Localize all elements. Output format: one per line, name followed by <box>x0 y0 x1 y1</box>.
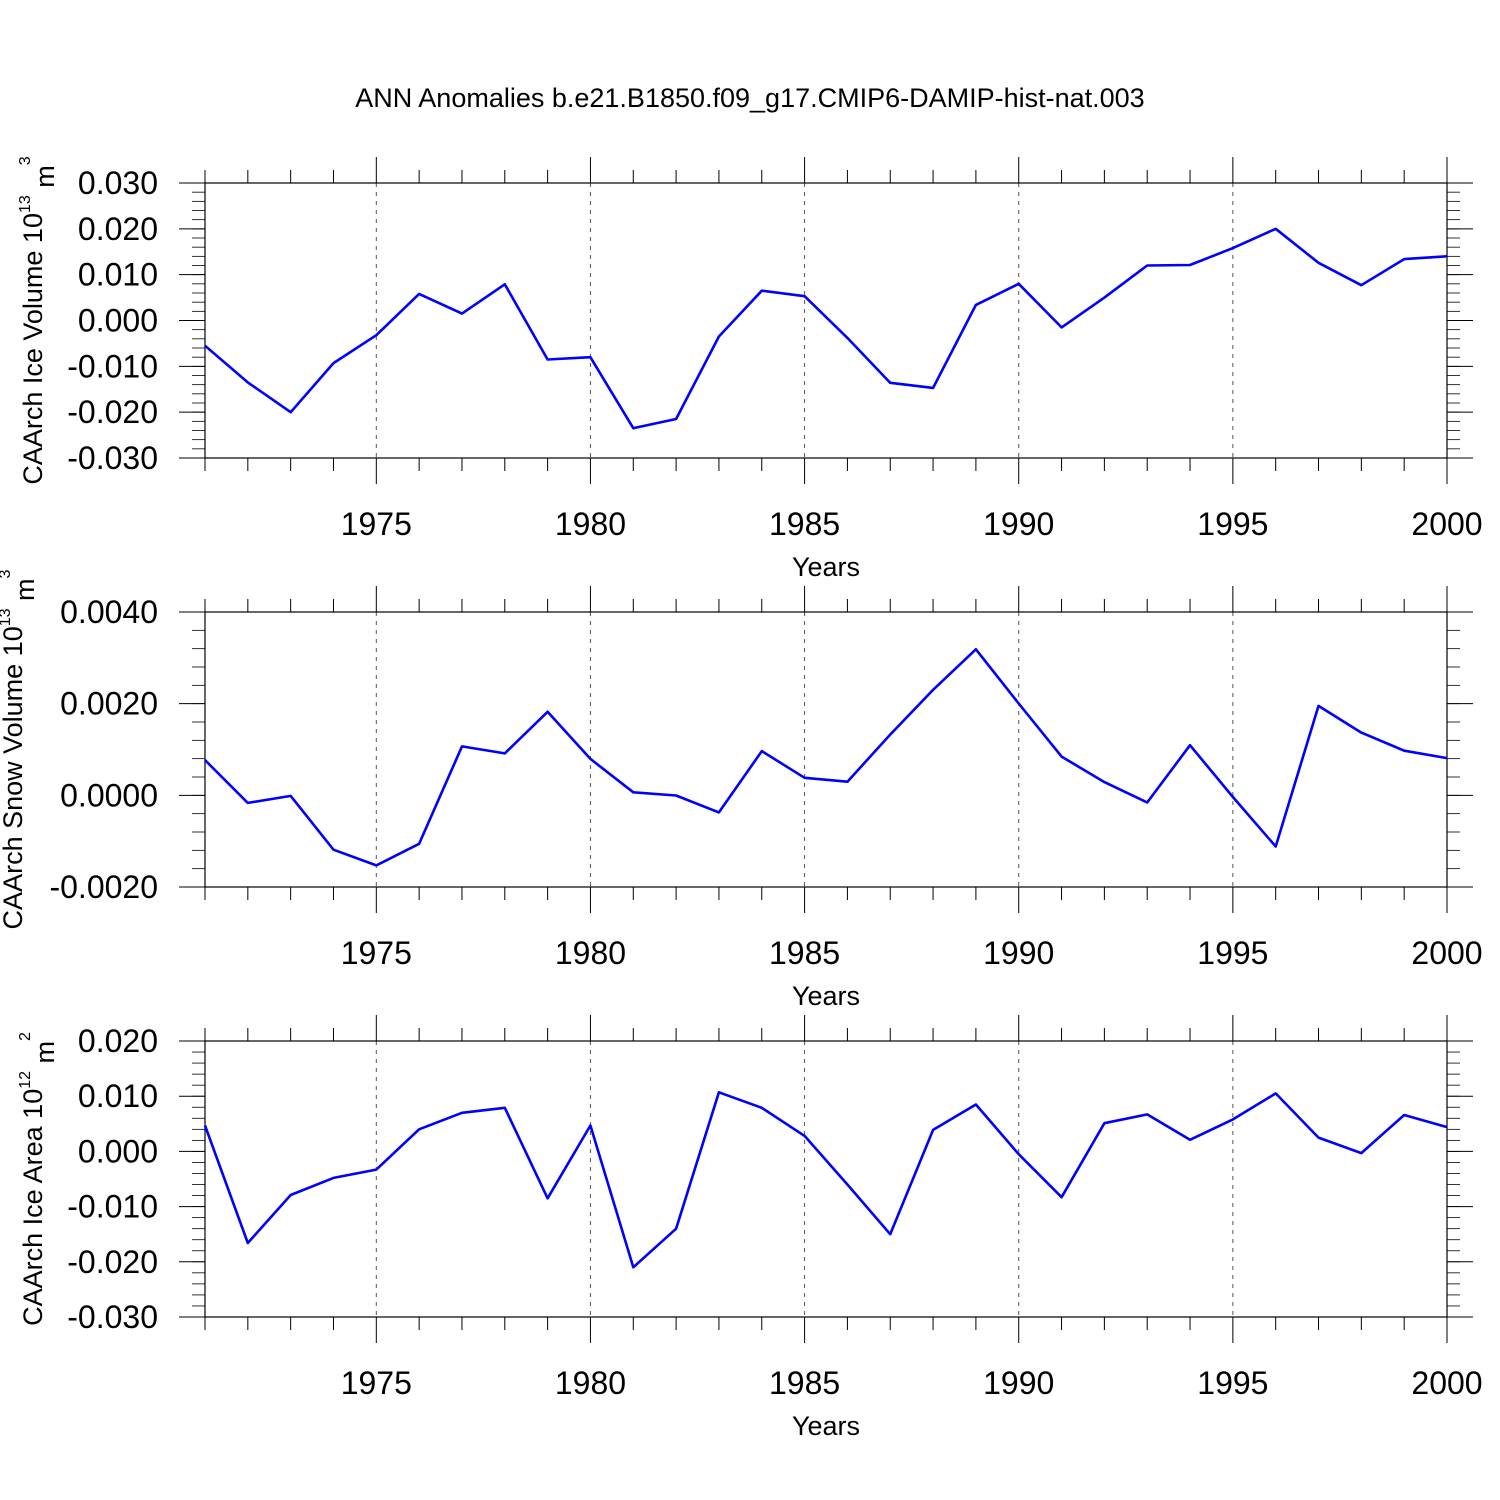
y-tick-label: 0.000 <box>78 303 158 339</box>
y-tick-label: -0.020 <box>67 394 158 430</box>
chart-panel-3: 0.020 0.010 0.000 -0.010 -0.020 -0.030 1975 198… <box>17 1015 1483 1441</box>
x-tick-label: 1985 <box>769 935 840 971</box>
y-tick-label: -0.030 <box>67 440 158 476</box>
x-tick-label: 1975 <box>341 1365 412 1401</box>
y-tick-label: 0.030 <box>78 165 158 201</box>
x-tick-label: 1975 <box>341 935 412 971</box>
x-tick-label: 1990 <box>983 506 1054 542</box>
y-tick-label: 0.010 <box>78 1078 158 1114</box>
y-axis-label: CAArch Snow Volume 1013 m3 <box>0 569 40 929</box>
x-tick-label: 1990 <box>983 935 1054 971</box>
figure-title: ANN Anomalies b.e21.B1850.f09_g17.CMIP6-… <box>355 83 1145 113</box>
y-tick-label: -0.010 <box>67 348 158 384</box>
x-tick-label: 1995 <box>1197 506 1268 542</box>
x-tick-label: 1975 <box>341 506 412 542</box>
x-tick-label: 1980 <box>555 1365 626 1401</box>
y-tick-label: -0.010 <box>67 1189 158 1225</box>
x-tick-label: 2000 <box>1411 506 1482 542</box>
y-tick-label: 0.020 <box>78 211 158 247</box>
series-line <box>204 647 1448 867</box>
y-tick-label: 0.020 <box>78 1023 158 1059</box>
x-tick-label: 1985 <box>769 506 840 542</box>
chart-panel-1: 0.030 0.020 0.010 0.000 -0.010 -0.020 -0.030 19… <box>17 156 1483 582</box>
x-tick-label: 2000 <box>1411 935 1482 971</box>
y-tick-label: -0.020 <box>67 1244 158 1280</box>
y-tick-label: 0.0020 <box>60 686 158 722</box>
y-axis-label: CAArch Ice Area 1012 m2 <box>17 1032 60 1326</box>
x-axis-label: Years <box>792 1411 860 1441</box>
y-tick-label: 0.0000 <box>60 777 158 813</box>
y-tick-label: 0.010 <box>78 257 158 293</box>
chart-panel-2: 0.0040 0.0020 0.0000 -0.0020 1975 1980 1985 199… <box>0 569 1483 1011</box>
x-tick-label: 1985 <box>769 1365 840 1401</box>
x-axis-label: Years <box>792 981 860 1011</box>
x-tick-label: 1990 <box>983 1365 1054 1401</box>
x-tick-label: 2000 <box>1411 1365 1482 1401</box>
plot-frame <box>204 611 1448 888</box>
y-axis-label: CAArch Ice Volume 1013 m3 <box>17 156 60 484</box>
series-line <box>204 227 1448 430</box>
y-tick-label: -0.030 <box>67 1299 158 1335</box>
y-tick-label: 0.0040 <box>60 594 158 630</box>
x-tick-label: 1980 <box>555 506 626 542</box>
x-axis-label: Years <box>792 552 860 582</box>
x-tick-label: 1995 <box>1197 935 1268 971</box>
y-tick-label: -0.0020 <box>49 869 158 905</box>
x-tick-label: 1995 <box>1197 1365 1268 1401</box>
series-line <box>203 1091 1448 1269</box>
plot-frame <box>204 1040 1448 1318</box>
x-tick-label: 1980 <box>555 935 626 971</box>
y-tick-label: 0.000 <box>78 1133 158 1169</box>
